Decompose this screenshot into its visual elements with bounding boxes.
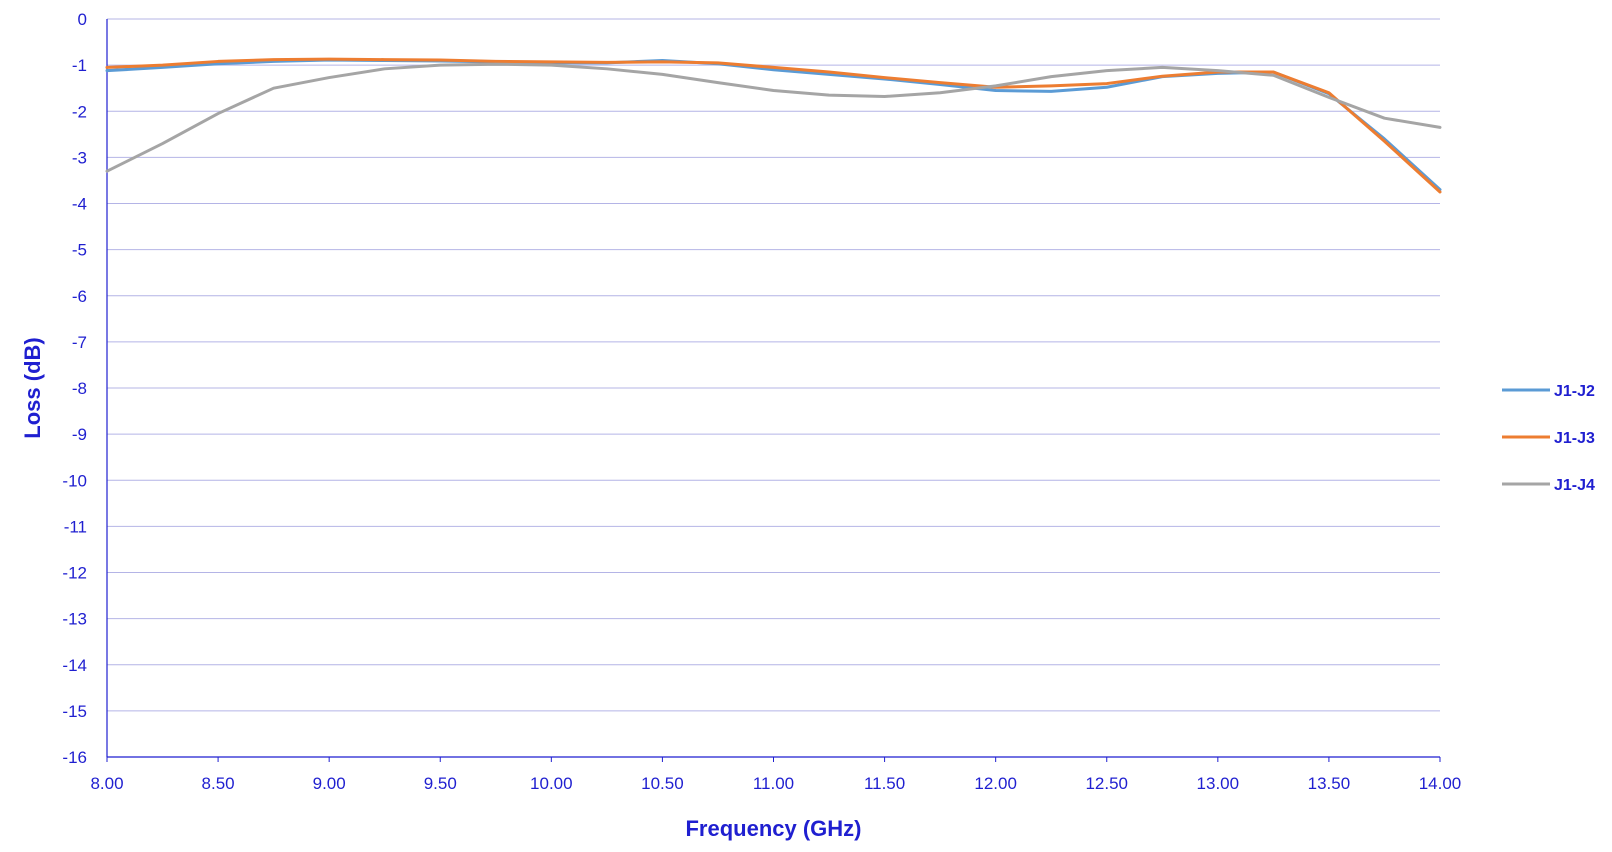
- x-tick-label: 10.50: [641, 774, 684, 793]
- legend-label-j1-j4: J1-J4: [1554, 477, 1595, 494]
- y-tick-label: -7: [72, 333, 87, 352]
- y-tick-label: -5: [72, 241, 87, 260]
- y-tick-label: -11: [64, 517, 87, 536]
- axes: [106, 19, 1441, 762]
- x-tick-label: 11.50: [864, 774, 905, 793]
- y-tick-label: -6: [72, 287, 87, 306]
- series-line-j1-j3: [105, 57, 1442, 194]
- y-axis-title: Loss (dB): [20, 337, 45, 438]
- y-tick-label: -16: [62, 748, 87, 767]
- x-tick-label: 10.00: [530, 774, 573, 793]
- y-tick-label: -15: [62, 702, 87, 721]
- grid-lines: [107, 18, 1440, 758]
- x-tick-label: 14.00: [1419, 774, 1462, 793]
- series-line-j1-j2: [105, 58, 1442, 192]
- y-tick-label: -2: [72, 102, 87, 121]
- x-tick-label: 9.50: [424, 774, 457, 793]
- series-lines: [105, 57, 1442, 194]
- y-tick-label: -1: [72, 56, 87, 75]
- x-axis-title: Frequency (GHz): [685, 816, 861, 841]
- y-tick-label: -13: [62, 610, 87, 629]
- x-tick-label: 8.00: [90, 774, 123, 793]
- legend-label-j1-j2: J1-J2: [1554, 383, 1595, 400]
- y-tick-label: -9: [72, 425, 87, 444]
- y-tick-label: -3: [72, 148, 87, 167]
- legend: J1-J2 J1-J3 J1-J4: [1502, 383, 1595, 494]
- y-tick-label: -14: [62, 656, 87, 675]
- x-tick-label: 13.50: [1308, 774, 1351, 793]
- legend-label-j1-j3: J1-J3: [1554, 430, 1595, 447]
- y-tick-label: 0: [78, 10, 87, 29]
- series-line-j1-j4: [105, 62, 1442, 173]
- x-tick-label: 8.50: [202, 774, 235, 793]
- x-tick-label: 12.50: [1085, 774, 1128, 793]
- x-tick-label: 13.00: [1197, 774, 1240, 793]
- y-tick-label: -12: [62, 564, 87, 583]
- x-tick-label: 11.00: [753, 774, 794, 793]
- y-tick-label: -4: [72, 195, 87, 214]
- tick-labels: 0 -1 -2 -3 -4 -5 -6 -7 -8 -9 -10 -11 -12 -13 -14 -15 -16…: [62, 10, 1461, 793]
- x-tick-label: 12.00: [974, 774, 1017, 793]
- y-tick-label: -10: [62, 471, 87, 490]
- y-tick-label: -8: [72, 379, 87, 398]
- x-tick-label: 9.00: [313, 774, 346, 793]
